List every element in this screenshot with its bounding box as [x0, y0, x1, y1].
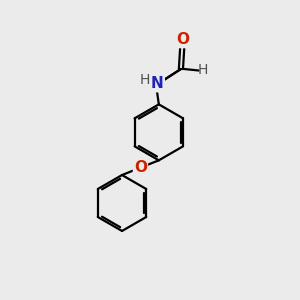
Text: H: H	[197, 64, 208, 77]
Text: O: O	[134, 160, 147, 175]
Text: O: O	[176, 32, 189, 47]
Text: H: H	[140, 73, 150, 87]
Text: N: N	[151, 76, 164, 91]
